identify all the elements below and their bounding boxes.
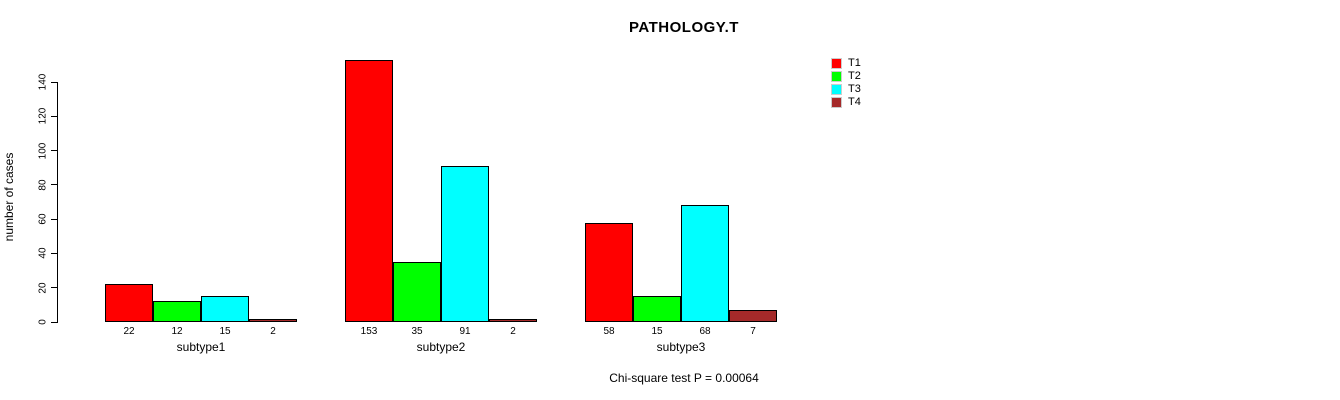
bar-T4-subtype2 <box>489 318 537 322</box>
y-tick-label: 120 <box>37 107 49 125</box>
legend-label: T2 <box>848 70 861 82</box>
y-tick <box>51 81 57 83</box>
bar-value-label: 153 <box>360 326 378 337</box>
bar-T1-subtype1 <box>105 284 153 322</box>
bar-T1-subtype3 <box>585 222 633 322</box>
category-label: subtype2 <box>416 340 466 354</box>
y-tick-label: 20 <box>37 282 49 294</box>
legend-swatch <box>831 97 842 108</box>
y-tick-label: 0 <box>37 319 49 325</box>
bar-T3-subtype1 <box>201 296 249 322</box>
y-tick-label: 100 <box>37 142 49 159</box>
legend-item-T3: T3 <box>831 84 861 95</box>
y-tick <box>51 321 57 323</box>
bar-value-label: 12 <box>171 326 183 337</box>
bar-value-label: 7 <box>750 326 756 337</box>
bar-T1-subtype2 <box>345 59 393 322</box>
legend-label: T3 <box>848 83 861 95</box>
legend-item-T2: T2 <box>831 71 861 82</box>
legend-item-T1: T1 <box>831 58 861 69</box>
bar-value-label: 15 <box>651 326 663 337</box>
bar-value-label: 91 <box>459 326 471 337</box>
legend: T1 T2 T3 T4 <box>831 58 861 110</box>
bar-T2-subtype1 <box>153 301 201 322</box>
y-axis <box>57 82 58 323</box>
bar-T3-subtype2 <box>441 166 489 322</box>
y-tick-label: 40 <box>37 247 49 259</box>
legend-swatch <box>831 58 842 69</box>
y-axis-label: number of cases <box>2 152 16 242</box>
bar-value-label: 68 <box>699 326 711 337</box>
y-tick <box>51 287 57 289</box>
y-tick <box>51 252 57 254</box>
bar-value-label: 58 <box>603 326 615 337</box>
bar-T3-subtype3 <box>681 205 729 322</box>
legend-item-T4: T4 <box>831 97 861 108</box>
bar-T2-subtype2 <box>393 262 441 322</box>
bar-T2-subtype3 <box>633 296 681 322</box>
bar-value-label: 22 <box>123 326 135 337</box>
y-tick <box>51 218 57 220</box>
legend-label: T1 <box>848 57 861 69</box>
y-tick <box>51 184 57 186</box>
legend-label: T4 <box>848 96 861 108</box>
bar-T4-subtype3 <box>729 310 777 322</box>
chi-square-note: Chi-square test P = 0.00064 <box>609 371 759 385</box>
y-tick <box>51 150 57 152</box>
bar-T4-subtype1 <box>249 318 297 322</box>
y-tick-label: 80 <box>37 179 49 191</box>
legend-swatch <box>831 71 842 82</box>
y-tick <box>51 115 57 117</box>
category-label: subtype1 <box>176 340 226 354</box>
bar-value-label: 35 <box>411 326 423 337</box>
chart-title: PATHOLOGY.T <box>629 19 739 36</box>
bar-value-label: 2 <box>270 326 276 337</box>
y-tick-label: 140 <box>37 73 49 91</box>
category-label: subtype3 <box>656 340 706 354</box>
y-tick-label: 60 <box>37 213 49 225</box>
bar-value-label: 15 <box>219 326 231 337</box>
bar-value-label: 2 <box>510 326 516 337</box>
legend-swatch <box>831 84 842 95</box>
